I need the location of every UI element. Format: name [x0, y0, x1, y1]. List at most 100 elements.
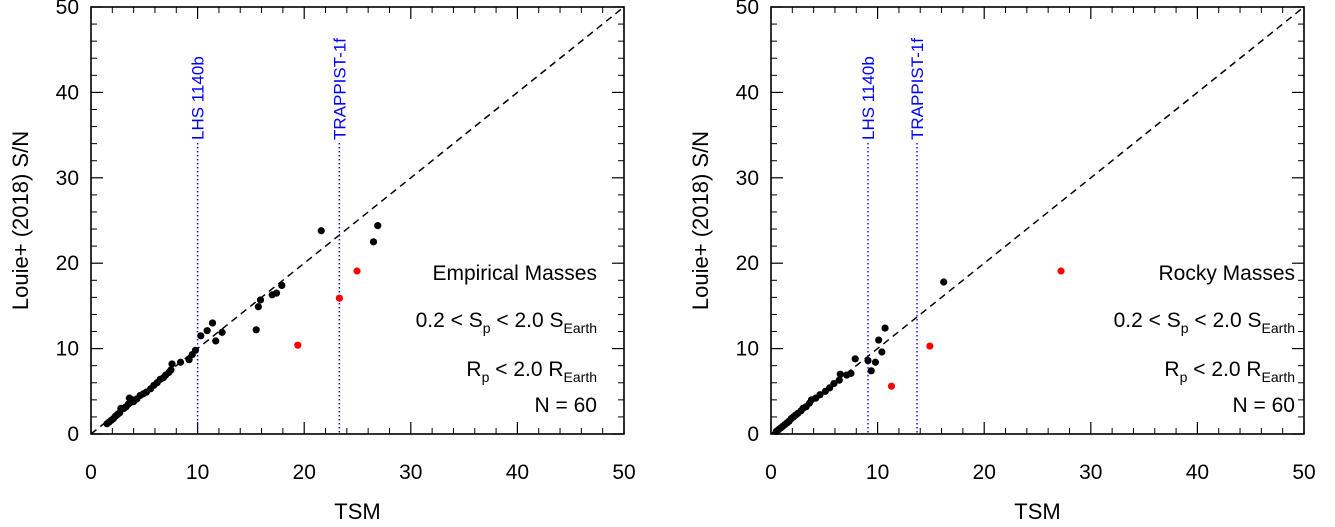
- legend-line-1: 0.2 < Sp < 2.0 SEarth: [416, 309, 597, 336]
- legend-text: < 2.0 R: [1187, 358, 1261, 381]
- y-axis-label: Louie+ (2018) S/N: [688, 131, 713, 310]
- x-axis-label: TSM: [1014, 499, 1060, 524]
- data-point-black: [176, 358, 185, 366]
- data-point-black: [256, 296, 265, 304]
- chart-panel-1: 0 10 20 30 40 50 0 10 20 30 40 50 TSM Louie+ (2018) S…: [8, 0, 636, 524]
- legend-marker: [1057, 267, 1065, 275]
- data-point-black: [851, 355, 859, 363]
- x-tick-label: 20: [293, 461, 316, 484]
- legend-sub: Earth: [1262, 369, 1295, 385]
- x-tick-label: 30: [1079, 461, 1102, 484]
- y-tick-label: 10: [736, 338, 759, 361]
- x-tick-label: 20: [973, 461, 996, 484]
- y-tick-label: 50: [736, 0, 759, 19]
- legend-text: R: [1164, 358, 1179, 381]
- x-tick-label: 0: [85, 461, 97, 484]
- data-point-black: [871, 358, 880, 366]
- data-point-black: [218, 328, 226, 336]
- legend-label: Empirical Masses: [432, 262, 597, 285]
- x-tick-label: 40: [1186, 461, 1209, 484]
- data-point-black: [197, 332, 205, 340]
- data-point-black: [278, 281, 286, 290]
- x-tick-label: 10: [866, 461, 889, 484]
- data-point-red: [887, 382, 896, 390]
- legend-line-2: Rp < 2.0 REarth: [466, 358, 597, 385]
- data-point-black: [203, 327, 211, 335]
- x-tick-label: 50: [612, 461, 635, 484]
- legend-text: N = 60: [535, 394, 597, 417]
- data-point-black: [374, 222, 382, 230]
- y-tick-label: 0: [67, 423, 79, 446]
- plot-frame: [90, 6, 625, 435]
- legend-sub: p: [482, 369, 490, 385]
- y-tick-label: 50: [56, 0, 79, 19]
- data-point-red: [335, 294, 343, 302]
- x-tick-label: 40: [506, 461, 529, 484]
- y-tick-label: 0: [747, 423, 759, 446]
- x-axis-label: TSM: [334, 499, 380, 524]
- legend-sub: Earth: [564, 320, 597, 336]
- data-point-black: [875, 336, 883, 344]
- y-tick-label: 40: [56, 81, 79, 104]
- x-tick-label: 30: [399, 461, 422, 484]
- x-tick-label: 10: [186, 461, 209, 484]
- y-tick-label: 30: [56, 167, 79, 190]
- legend-sub: Earth: [1262, 320, 1295, 336]
- y-tick-label: 20: [56, 252, 79, 275]
- plot-frame: [770, 6, 1305, 435]
- legend-line-1: 0.2 < Sp < 2.0 SEarth: [1114, 309, 1295, 336]
- y-tick-label: 30: [736, 167, 759, 190]
- legend-text: 0.2 < S: [1114, 309, 1181, 332]
- data-point-black: [836, 370, 844, 378]
- one-to-one-line: [770, 6, 1305, 435]
- legend-marker: [353, 267, 361, 275]
- data-point-black: [208, 319, 217, 327]
- data-point-black: [878, 348, 886, 356]
- data-point-red: [926, 342, 934, 350]
- data-point-black: [847, 369, 855, 377]
- legend-sub: p: [1180, 369, 1188, 385]
- vline-label-1: LHS 1140b: [859, 56, 878, 140]
- data-point-black: [317, 227, 325, 235]
- chart-panel-2: 0 10 20 30 40 50 0 10 20 30 40 50 TSM Louie+ (2018) S…: [688, 0, 1316, 524]
- legend-line-3: N = 60: [1233, 394, 1295, 417]
- y-tick-label: 40: [736, 81, 759, 104]
- y-axis-label: Louie+ (2018) S/N: [8, 131, 33, 310]
- data-point-black: [191, 346, 200, 354]
- data-point-black: [864, 356, 872, 365]
- legend-label: Rocky Masses: [1158, 262, 1295, 285]
- vline-label-2: TRAPPIST-1f: [330, 38, 349, 140]
- legend-line-3: N = 60: [535, 394, 597, 417]
- legend-text: < 2.0 S: [491, 309, 564, 332]
- data-point-black: [185, 356, 193, 364]
- x-tick-label: 0: [765, 461, 777, 484]
- legend-sub: Earth: [564, 369, 597, 385]
- data-point-black: [940, 278, 948, 286]
- legend-sub: p: [483, 320, 491, 336]
- data-point-black: [272, 289, 281, 297]
- legend-text: 0.2 < S: [416, 309, 483, 332]
- data-point-black: [252, 326, 260, 334]
- data-point-black: [867, 367, 875, 375]
- legend-text: < 2.0 R: [489, 358, 563, 381]
- data-point-black: [835, 376, 843, 384]
- data-point-black: [168, 360, 176, 368]
- data-point-black: [254, 303, 262, 311]
- vline-label-1: LHS 1140b: [189, 56, 208, 140]
- data-point-black: [167, 366, 175, 374]
- legend-text: N = 60: [1233, 394, 1295, 417]
- legend-text: R: [466, 358, 481, 381]
- data-point-red: [294, 341, 302, 349]
- y-tick-label: 20: [736, 252, 759, 275]
- data-point-black: [881, 324, 889, 332]
- legend-text: < 2.0 S: [1189, 309, 1262, 332]
- data-point-black: [212, 337, 220, 345]
- legend-sub: p: [1181, 320, 1189, 336]
- data-point-black: [369, 238, 378, 246]
- x-tick-label: 50: [1292, 461, 1315, 484]
- data-point-black: [830, 380, 838, 388]
- y-tick-label: 10: [56, 338, 79, 361]
- vline-label-2: TRAPPIST-1f: [908, 38, 927, 140]
- data-point-black: [816, 391, 824, 399]
